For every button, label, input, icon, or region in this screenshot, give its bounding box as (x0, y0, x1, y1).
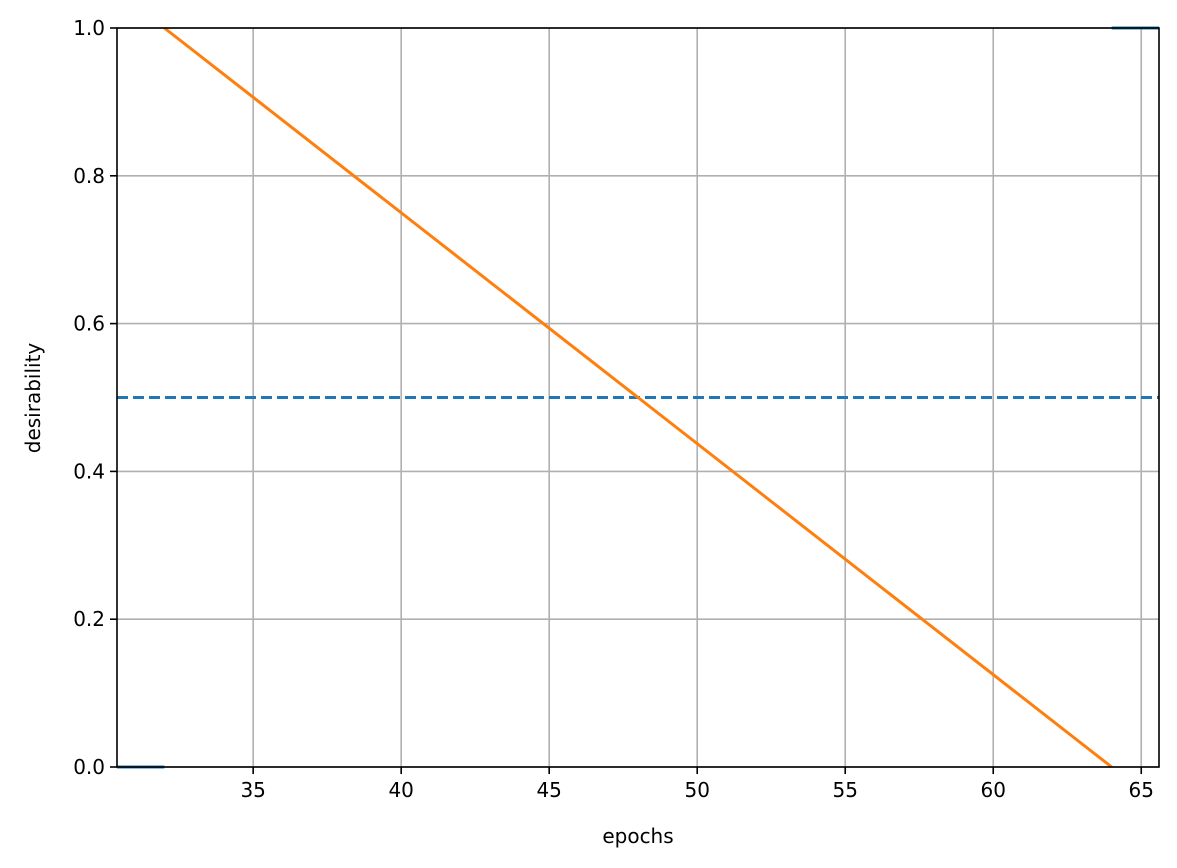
y-tick-label: 1.0 (73, 16, 105, 40)
x-tick-label: 60 (981, 778, 1006, 802)
y-tick-label: 0.8 (73, 164, 105, 188)
x-tick-label: 45 (536, 778, 561, 802)
y-tick-label: 0.6 (73, 312, 105, 336)
y-tick-label: 0.2 (73, 607, 105, 631)
plot-frame (116, 27, 1160, 768)
x-tick-label: 65 (1129, 778, 1154, 802)
x-axis-label: epochs (602, 824, 673, 848)
y-axis-label: desirability (21, 343, 45, 454)
x-tick-label: 55 (832, 778, 857, 802)
x-tick-label: 40 (388, 778, 413, 802)
x-tick-label: 50 (684, 778, 709, 802)
y-tick-label: 0.0 (73, 755, 105, 779)
y-tick-label: 0.4 (73, 459, 105, 483)
series-line-3 (163, 26, 1113, 769)
ticks: 35 40 45 50 55 60 65 0.0 0.2 0.4 0.6 0.8 1.0 (73, 16, 1154, 802)
x-tick-label: 35 (240, 778, 265, 802)
